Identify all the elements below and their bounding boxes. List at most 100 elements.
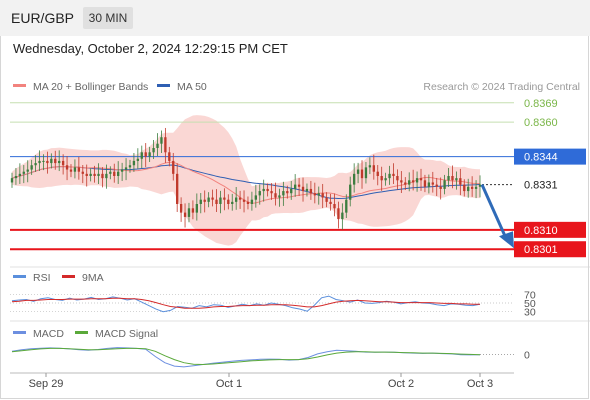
candle-body [411,180,415,183]
candle-body [50,158,53,164]
candle-body [238,197,242,200]
candle-body [392,173,395,176]
candle-body [262,188,265,192]
forecast-arrow-shaft [480,184,508,239]
candle-body [439,186,442,189]
candle-body [474,186,478,189]
x-tick-label-0: Sep 29 [29,378,64,390]
candle-body [341,212,344,220]
candle-body [61,160,65,166]
candle-body [290,188,293,194]
candle-body [463,184,466,192]
candle-body [152,148,155,153]
x-tick-label-2: Oct 2 [388,378,414,390]
rsi-line [11,295,481,313]
candle-body [105,173,108,179]
candle-body [396,176,399,181]
candle-body [69,169,73,172]
candle-body [30,165,33,170]
candle-body [234,197,238,202]
candle-body [313,193,316,196]
support-level-label-4: 0.8310 [524,225,558,237]
candle-body [459,178,462,185]
current-price-label: 0.8331 [524,180,558,192]
macd-legend-label-1: MACD Signal [95,328,158,340]
candle-body [309,188,313,194]
candle-body [250,199,254,204]
x-tick-label-1: Oct 1 [216,378,242,390]
candle-body [321,193,324,198]
candle-body [109,171,112,174]
candle-body [266,188,269,192]
candle-body [286,191,289,194]
candle-body [419,178,423,181]
candle-body [54,158,57,164]
macd-legend-swatch-1 [75,331,88,334]
candle-body [81,171,84,174]
candle-body [305,188,309,192]
candle-body [274,193,277,198]
candle-body [278,195,281,198]
candle-body [164,137,167,153]
rsi-tick-50: 50 [524,298,536,310]
candle-body [207,197,210,202]
credit-text: Research © 2024 Trading Central [423,81,580,93]
candle-body [203,199,206,202]
candle-body [258,191,261,196]
candle-body [26,169,29,172]
candle-body [128,165,132,168]
candle-body [360,169,364,179]
candle-body [93,173,96,176]
candle-body [368,165,372,168]
candle-body [404,182,407,185]
candle-body [215,199,218,204]
candle-body [176,173,179,204]
candle-body [376,171,379,176]
timeframe-button[interactable]: 30 MIN [83,7,133,29]
candle-body [345,199,348,213]
candle-body [317,193,320,196]
candle-body [195,204,199,213]
candle-body [117,171,120,176]
candle-body [408,180,411,185]
candle-body [384,178,387,181]
rsi-legend-swatch-0 [13,275,26,278]
macd-legend-swatch-0 [13,331,26,334]
candle-body [14,176,18,179]
candle-body [124,167,128,170]
legend-swatch-1 [157,84,170,87]
candle-body [140,152,143,159]
rsi-legend-label-1: 9MA [82,272,104,284]
candle-body [282,191,285,196]
candle-body [179,204,183,213]
instrument-pair: EUR/GBP [11,10,75,26]
candle-body [223,197,226,200]
support-level-box-4 [514,221,586,238]
ma20-line [11,161,481,204]
candle-body [415,178,419,183]
candle-body [297,184,301,187]
candle-body [470,186,474,189]
macd-tick-0: 0 [524,349,530,361]
candle-body [97,173,100,176]
candle-body [423,180,427,187]
candle-body [431,182,434,185]
candle-body [183,212,187,217]
candle-body [478,184,482,187]
candle-body [211,197,214,200]
candle-body [22,171,25,174]
candle-body [46,160,49,164]
support-level-box-5 [514,241,586,258]
candle-body [325,197,328,202]
candle-body [451,176,454,181]
candle-body [329,201,332,204]
macd-legend-label-0: MACD [33,328,64,340]
target-level-label-1: 0.8360 [524,117,558,129]
candle-body [18,173,22,176]
candle-body [231,201,234,204]
candle-body [187,208,191,217]
report-datetime: Wednesday, October 2, 2024 12:29:15 PM C… [13,41,288,56]
candle-body [447,176,450,181]
candle-body [10,178,14,183]
candle-body [113,171,116,176]
